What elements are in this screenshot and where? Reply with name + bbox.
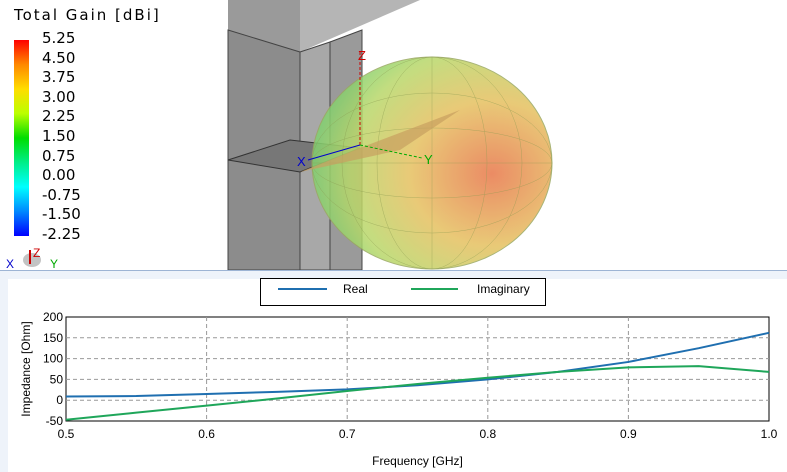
triad-z: Z — [33, 246, 40, 260]
colorbar-tick-label: 2.25 — [42, 107, 76, 126]
antenna-element — [300, 110, 460, 172]
colorbar-tick-label: 3.75 — [42, 68, 76, 87]
colorbar-tick-label: 5.25 — [42, 29, 76, 47]
colorbar-tick-label: 0.75 — [42, 146, 76, 165]
3d-radiation-pattern-view[interactable]: Total Gain [dBi] 5.25 4.50 3.75 3.00 2.25 1.5… — [0, 0, 787, 270]
colorbar-title: Total Gain [dBi] — [14, 6, 161, 24]
legend-imaginary-label: Imaginary — [477, 282, 530, 296]
colorbar-tick-label: 0.00 — [42, 166, 76, 185]
orientation-triad: Z X Y — [6, 246, 58, 270]
x-axis-label: X — [297, 154, 306, 169]
colorbar-tick-label: -0.75 — [42, 185, 81, 204]
legend-real-label: Real — [343, 282, 368, 296]
z-axis-label: Z — [358, 48, 366, 63]
colorbar-tick-label: -2.25 — [42, 225, 81, 243]
colorbar-tick-label: 3.00 — [42, 87, 76, 106]
y-axis-label: Y — [424, 152, 433, 167]
impedance-plot-panel — [0, 279, 787, 472]
colorbar-tick-label: 4.50 — [42, 48, 76, 67]
triad-x: X — [6, 257, 14, 270]
colorbar-tick-label: -1.50 — [42, 205, 81, 224]
colorbar — [14, 40, 29, 236]
colorbar-tick-label: 1.50 — [42, 127, 76, 145]
axes-triad: Z X Y — [297, 48, 433, 169]
chart-legend: Real Imaginary — [260, 278, 546, 306]
3d-scene: Z X Y Z X Y — [6, 0, 553, 270]
triad-y: Y — [50, 257, 58, 270]
